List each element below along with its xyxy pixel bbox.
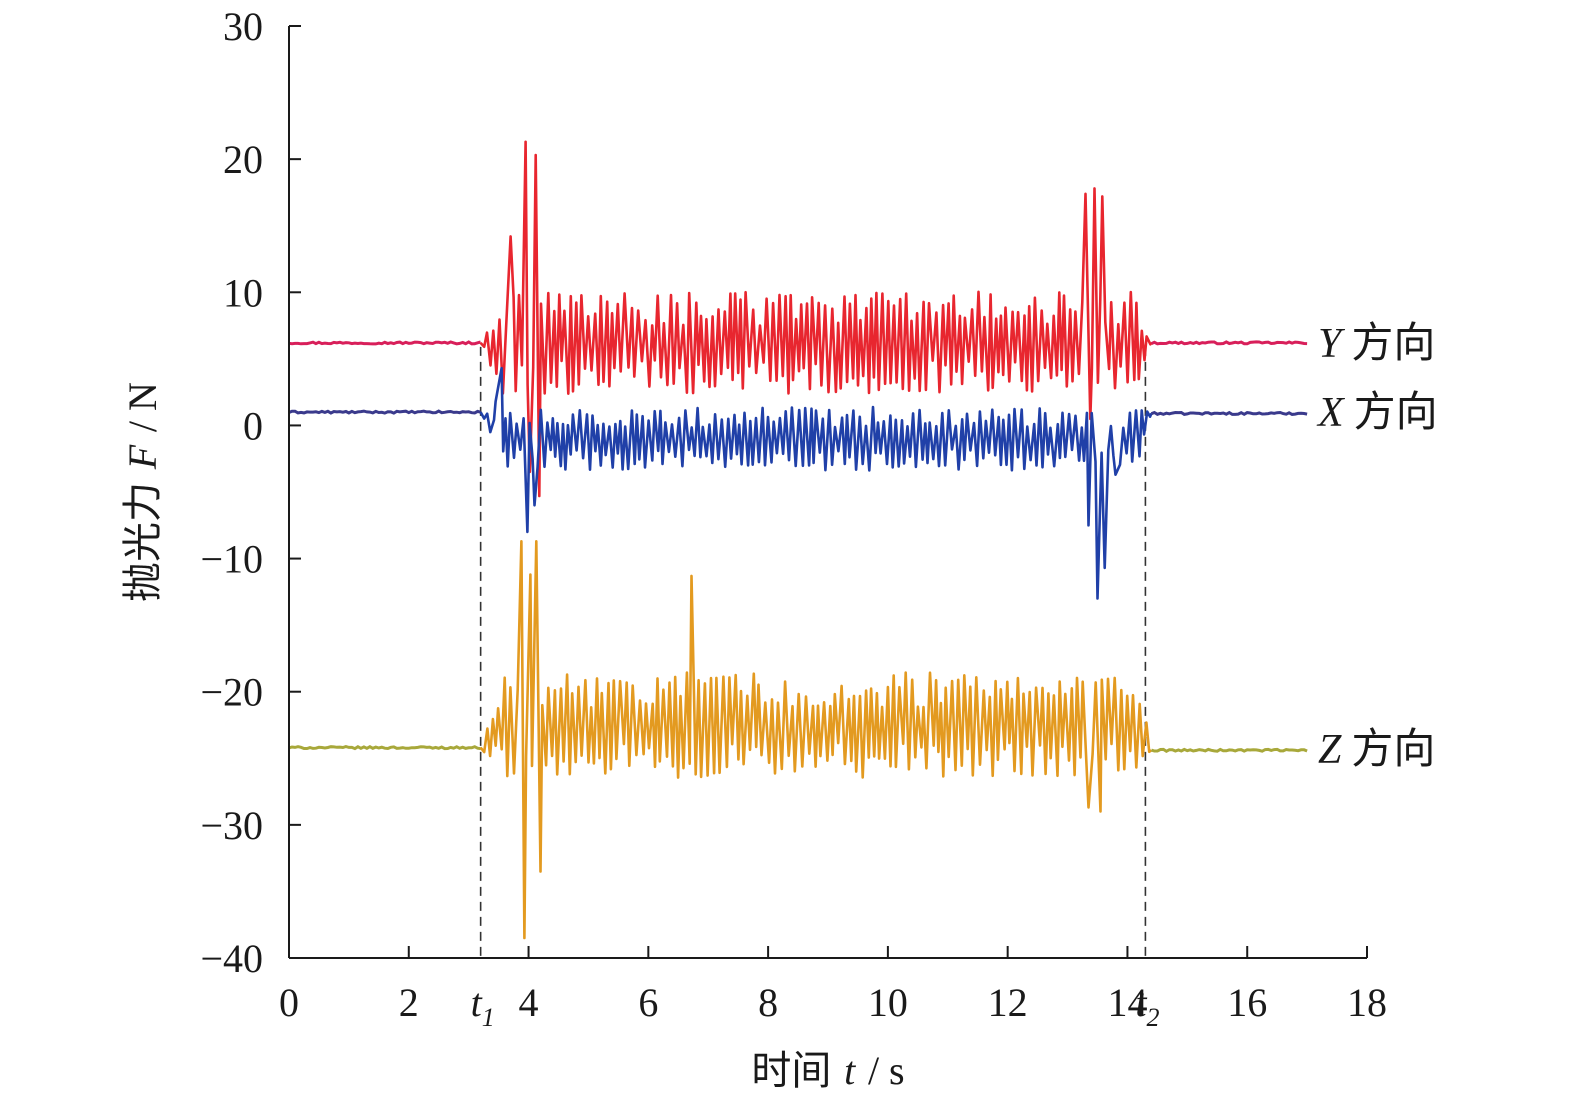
- series-label-y: Y 方向: [1318, 318, 1435, 367]
- y-tick-label: 30: [223, 4, 263, 49]
- x-axis-label: 时间 t / s: [751, 1048, 904, 1094]
- x-tick-label: 10: [868, 980, 908, 1025]
- y-tick-label: −40: [200, 936, 263, 981]
- marker-label-2: t2: [1135, 980, 1159, 1032]
- y-tick-label: 20: [223, 137, 263, 182]
- x-tick-label: 6: [638, 980, 658, 1025]
- y-axis-label: 抛光力 F / N: [120, 382, 166, 602]
- x-tick-label: 12: [988, 980, 1028, 1025]
- series-y-baseline-start: [288, 340, 481, 346]
- series-z-baseline-start: [288, 744, 481, 751]
- series-label-x: X 方向: [1316, 387, 1438, 436]
- x-tick-label: 14: [1107, 980, 1147, 1025]
- series-x-baseline-end: [1150, 410, 1308, 417]
- y-tick-label: 0: [243, 403, 263, 448]
- series-y-baseline-end: [1150, 340, 1308, 346]
- y-tick-label: 10: [223, 270, 263, 315]
- axes: [288, 26, 1367, 959]
- y-tick-label: −10: [200, 537, 263, 582]
- x-tick-label: 8: [758, 980, 778, 1025]
- series-x-baseline-start: [288, 409, 481, 415]
- x-tick-label: 0: [279, 980, 299, 1025]
- series-y-line: [479, 140, 1153, 498]
- y-tick-label: −20: [200, 670, 263, 715]
- series-lines: [288, 140, 1308, 940]
- marker-lines: [479, 346, 1147, 958]
- x-tick-label: 16: [1227, 980, 1267, 1025]
- x-tick-label: 4: [519, 980, 539, 1025]
- y-tick-label: −30: [200, 803, 263, 848]
- series-z-line: [479, 540, 1153, 940]
- x-tick-label: 18: [1347, 980, 1387, 1025]
- y-ticks: 30 20 10 0 −10 −20 −30 −40: [200, 4, 301, 981]
- series-label-z: Z 方向: [1318, 724, 1435, 773]
- marker-labels: t1 t2: [471, 980, 1160, 1032]
- series-x-line: [479, 366, 1153, 600]
- series-z-baseline-end: [1150, 747, 1308, 754]
- series-labels: Y 方向 X 方向 Z 方向: [1316, 318, 1438, 773]
- marker-label-1: t1: [471, 980, 495, 1032]
- x-ticks: 0 2 4 6 8 10 12 14 16 18: [279, 946, 1387, 1025]
- x-tick-label: 2: [399, 980, 419, 1025]
